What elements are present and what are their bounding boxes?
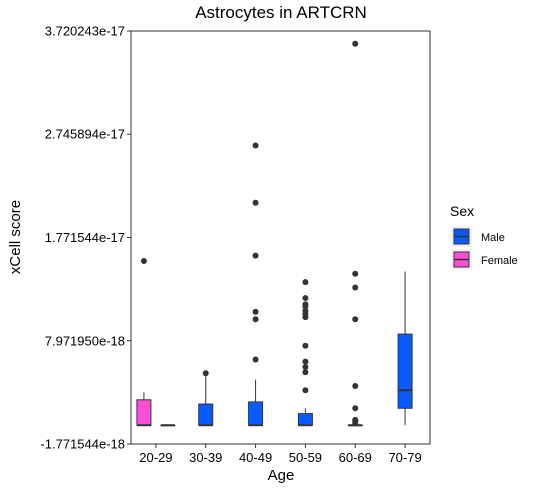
y-tick-label: 1.771544e-17 <box>45 230 125 245</box>
box-male-50-59 <box>297 413 313 426</box>
outlier-point <box>352 405 359 412</box>
boxes-layer <box>136 40 413 427</box>
outlier-point <box>202 370 209 377</box>
legend-title: Sex <box>450 203 474 219</box>
y-axis-title: xCell score <box>7 200 24 274</box>
y-tick-label: 7.971950e-18 <box>45 333 125 348</box>
y-tick-label: -1.771544e-18 <box>40 437 125 452</box>
y-axis: -1.771544e-18 7.971950e-18 1.771544e-17 2.7… <box>40 24 131 452</box>
outlier-point <box>252 316 259 323</box>
outlier-point <box>302 369 309 376</box>
legend-label-female: Female <box>481 255 518 267</box>
outlier-point <box>302 295 309 302</box>
outlier-point <box>352 284 359 291</box>
outlier-point <box>302 363 309 370</box>
outlier-point <box>302 342 309 349</box>
x-axis: 20-29 30-39 40-49 50-59 60-69 70-79 <box>139 444 422 465</box>
outlier-point <box>352 40 359 47</box>
outlier-point <box>140 257 147 264</box>
plot-panel <box>130 30 431 445</box>
x-tick-label: 70-79 <box>388 450 421 465</box>
outlier-point <box>352 270 359 277</box>
box-male-70-79 <box>397 333 413 409</box>
outlier-point <box>252 199 259 206</box>
outlier-point <box>252 142 259 149</box>
outlier-point <box>302 387 309 394</box>
chart-title: Astrocytes in ARTCRN <box>195 3 367 22</box>
outlier-point <box>302 358 309 365</box>
outlier-point <box>252 308 259 315</box>
x-tick-label: 20-29 <box>139 450 172 465</box>
box-female-20-29 <box>136 399 152 426</box>
x-tick-label: 30-39 <box>189 450 222 465</box>
outlier-point <box>302 279 309 286</box>
x-tick-label: 50-59 <box>289 450 322 465</box>
outlier-point <box>302 307 309 314</box>
legend-label-male: Male <box>481 232 505 244</box>
x-axis-title: Age <box>268 467 295 484</box>
x-tick-label: 40-49 <box>239 450 272 465</box>
outlier-point <box>252 356 259 363</box>
legend: Sex Male Female <box>450 203 518 270</box>
outlier-point <box>302 301 309 308</box>
outlier-point <box>252 252 259 259</box>
y-tick-label: 2.745894e-17 <box>45 127 125 142</box>
x-tick-label: 60-69 <box>339 450 372 465</box>
box-male-40-49 <box>248 401 264 426</box>
outlier-point <box>352 416 359 423</box>
outlier-point <box>352 316 359 323</box>
y-tick-label: 3.720243e-17 <box>45 24 125 39</box>
box-male-30-39 <box>198 403 214 426</box>
outlier-point <box>352 383 359 390</box>
